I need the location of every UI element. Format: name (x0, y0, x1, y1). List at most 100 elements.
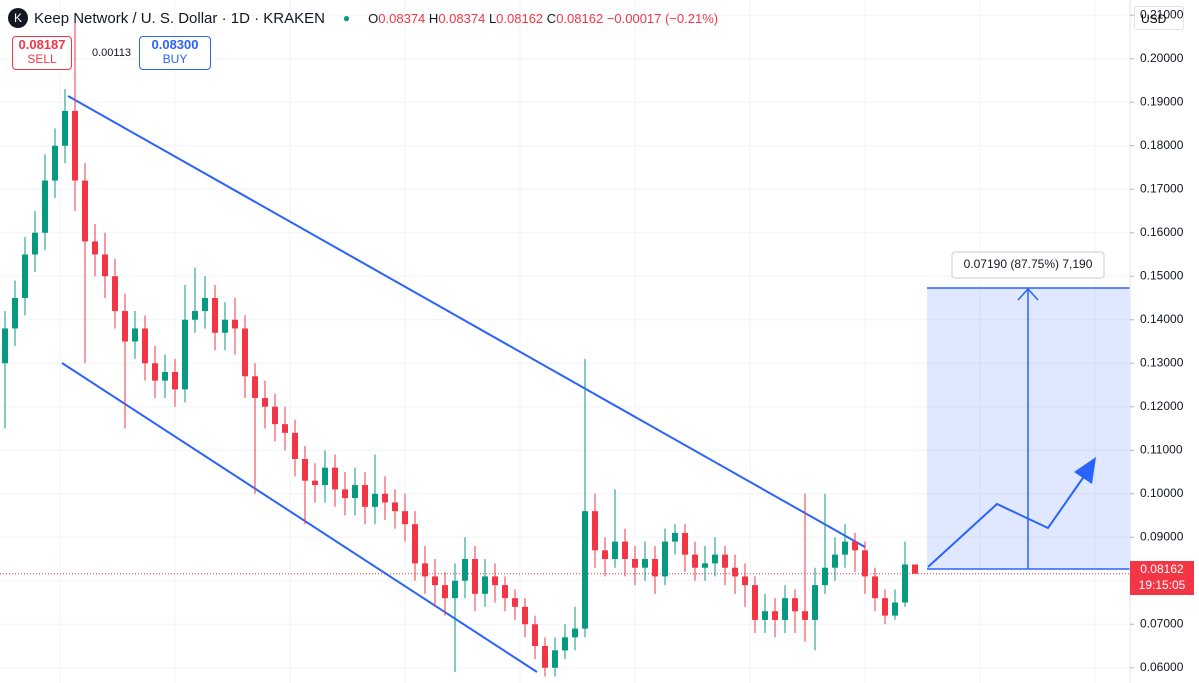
y-tick-label: 0.12000 (1140, 399, 1184, 413)
candle-body (542, 646, 548, 668)
currency-button[interactable]: USD (1134, 6, 1184, 30)
projection-path (927, 474, 1086, 568)
y-tick-label: 0.21000 (1140, 7, 1184, 21)
candle-body (352, 485, 358, 499)
candle-body (382, 493, 388, 503)
candle-body (642, 559, 648, 568)
status-dot: ● (342, 11, 351, 25)
candle-body (462, 559, 468, 581)
candle-body (222, 319, 228, 333)
candle-body (422, 563, 428, 577)
candle-body (892, 602, 898, 616)
open-label: O (368, 10, 379, 26)
candle-body (102, 254, 108, 277)
candle-body (292, 432, 298, 459)
y-tick-label: 0.15000 (1140, 268, 1184, 282)
y-tick-label: 0.14000 (1140, 312, 1184, 326)
candle-body (632, 559, 638, 568)
candle-body (302, 458, 308, 481)
candle-body (452, 580, 458, 599)
change-value: −0.00017 (−0.21%) (606, 10, 719, 26)
sell-price: 0.08187 (18, 37, 66, 52)
candle-body (802, 611, 808, 620)
candle-body (732, 567, 738, 577)
candle-body (752, 585, 758, 620)
buy-label: BUY (162, 52, 188, 66)
y-tick-label: 0.13000 (1140, 355, 1184, 369)
candle-body (412, 524, 418, 564)
y-tick-label: 0.06000 (1140, 660, 1184, 674)
y-tick-label: 0.11000 (1140, 442, 1183, 456)
candle-body (172, 371, 178, 390)
candle-body (552, 650, 558, 668)
candle-body (772, 611, 778, 620)
candle-body (282, 424, 288, 433)
countdown: 19:15:05 (1138, 578, 1186, 592)
candle-body (912, 564, 918, 574)
candle-body (122, 311, 128, 342)
high-label: H (428, 10, 439, 26)
y-tick-label: 0.20000 (1140, 51, 1184, 65)
symbol-title[interactable]: Keep Network / U. S. Dollar · 1D · KRAKE… (34, 9, 325, 27)
candle-body (42, 180, 48, 233)
candle-body (662, 541, 668, 577)
candle-body (212, 297, 218, 333)
candle-body (92, 241, 98, 255)
candle-body (712, 554, 718, 564)
symbol-header: K Keep Network / U. S. Dollar · 1D · KRA… (8, 8, 718, 28)
candle-body (52, 145, 58, 181)
candle-body (142, 328, 148, 364)
buy-price: 0.08300 (151, 37, 199, 52)
candle-body (272, 406, 278, 425)
candle-body (572, 628, 578, 638)
low-label: L (488, 10, 497, 26)
candle-body (132, 328, 138, 342)
candle-body (192, 311, 198, 320)
candle-body (652, 559, 658, 577)
candle-body (162, 371, 168, 381)
candle-body (332, 467, 338, 490)
candle-body (742, 576, 748, 586)
candle-body (882, 598, 888, 616)
y-tick-label: 0.19000 (1140, 94, 1184, 108)
candle-body (392, 502, 398, 512)
candle-body (12, 297, 18, 329)
projection-arrowhead (1074, 457, 1096, 484)
candle-body (832, 554, 838, 568)
candle-body (362, 485, 368, 507)
candle-body (432, 576, 438, 586)
candle-body (872, 576, 878, 599)
candle-body (782, 598, 788, 620)
candle-body (442, 585, 448, 599)
measure-label: 0.07190 (87.75%) 7,190 (964, 257, 1093, 271)
candle-body (722, 554, 728, 568)
candle-body (702, 563, 708, 568)
candle-body (312, 480, 318, 486)
candle-body (112, 276, 118, 312)
candle-body (512, 598, 518, 607)
candle-body (582, 511, 588, 629)
low-value: 0.08162 (496, 10, 544, 26)
last-price-label: 0.08162 (1140, 562, 1184, 576)
candle-body (242, 328, 248, 377)
y-tick-label: 0.10000 (1140, 486, 1184, 500)
sell-button[interactable]: 0.08187 SELL (12, 36, 72, 70)
candle-body (792, 598, 798, 612)
candle-body (62, 110, 68, 146)
close-value: 0.08162 (556, 10, 604, 26)
candle-body (822, 567, 828, 586)
open-value: 0.08374 (378, 10, 426, 26)
y-tick-label: 0.16000 (1140, 225, 1184, 239)
measure-arrowhead (1017, 287, 1039, 301)
close-label: C (546, 10, 557, 26)
buy-button[interactable]: 0.08300 BUY (139, 36, 211, 70)
candle-body (612, 541, 618, 560)
candle-body (842, 541, 848, 555)
spread: 0.00113 (92, 47, 131, 59)
candle-body (762, 611, 768, 620)
candle-body (622, 541, 628, 560)
candle-body (562, 637, 568, 651)
candle-body (2, 328, 8, 364)
